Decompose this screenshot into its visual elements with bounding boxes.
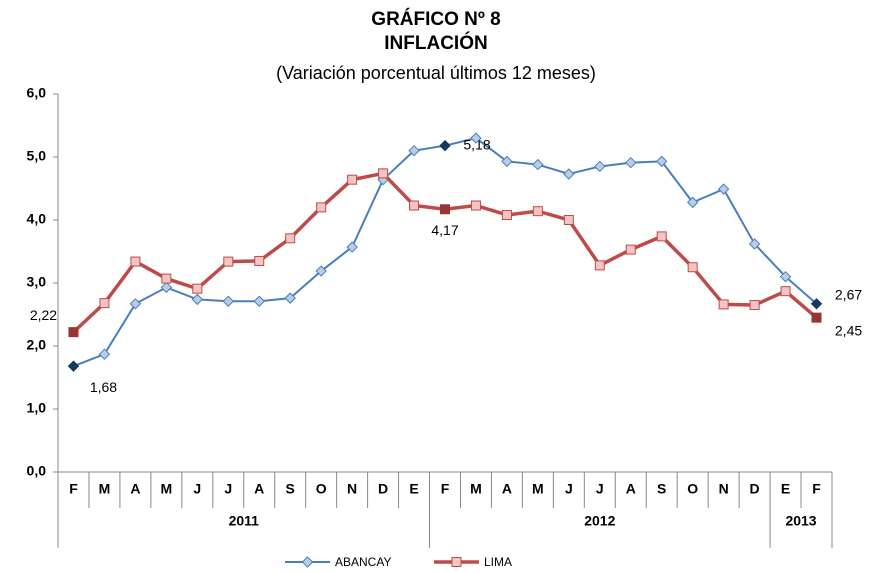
data-point xyxy=(439,139,451,152)
data-point xyxy=(687,262,698,273)
data-point xyxy=(625,244,636,255)
data-point xyxy=(501,155,513,168)
x-tick-label: F xyxy=(441,481,450,497)
data-label: 1,68 xyxy=(90,379,117,395)
x-tick-label: M xyxy=(99,481,111,497)
data-point xyxy=(409,200,420,211)
data-point xyxy=(161,273,172,284)
x-tick-label: E xyxy=(781,481,790,497)
x-tick-label: J xyxy=(565,481,573,497)
y-tick-label: 6,0 xyxy=(27,85,47,101)
x-tick-label: F xyxy=(812,481,821,497)
x-tick-label: D xyxy=(750,481,760,497)
data-point xyxy=(779,270,792,283)
y-tick-label: 3,0 xyxy=(27,274,47,290)
x-tick-label: A xyxy=(502,481,512,497)
data-point xyxy=(686,196,699,209)
x-tick-label: M xyxy=(161,481,173,497)
x-tick-label: A xyxy=(130,481,140,497)
legend-marker xyxy=(451,557,462,567)
legend-label: LIMA xyxy=(484,555,512,569)
data-point xyxy=(780,286,791,297)
data-point xyxy=(316,202,327,213)
data-point xyxy=(594,260,605,271)
data-point xyxy=(408,144,420,157)
data-label: 4,17 xyxy=(431,222,458,238)
data-point xyxy=(347,174,358,185)
data-point xyxy=(594,160,606,173)
data-point xyxy=(129,298,142,310)
group-label: 2011 xyxy=(229,513,260,529)
data-point xyxy=(811,312,822,323)
data-label: 2,67 xyxy=(835,286,862,302)
data-point xyxy=(67,360,80,372)
y-tick-label: 2,0 xyxy=(27,337,47,353)
data-point xyxy=(68,327,79,338)
x-tick-label: D xyxy=(378,481,388,497)
x-tick-label: A xyxy=(254,481,264,497)
data-point xyxy=(749,300,760,311)
x-tick-label: M xyxy=(470,481,482,497)
chart-title: INFLACIÓN xyxy=(384,32,487,54)
data-point xyxy=(378,168,389,179)
x-tick-label: S xyxy=(286,481,295,497)
x-tick-label: J xyxy=(224,481,232,497)
data-point xyxy=(563,215,574,225)
data-point xyxy=(284,292,296,304)
legend-marker xyxy=(301,556,314,568)
x-tick-label: F xyxy=(69,481,78,497)
legend-label: ABANCAY xyxy=(335,555,391,569)
x-tick-label: J xyxy=(596,481,604,497)
data-label: 2,22 xyxy=(30,307,57,323)
x-tick-label: J xyxy=(193,481,201,497)
data-point xyxy=(470,200,481,211)
data-point xyxy=(748,238,761,250)
data-point xyxy=(254,255,265,266)
data-label: 2,45 xyxy=(835,322,862,338)
data-label: 5,18 xyxy=(463,136,490,152)
data-point xyxy=(191,293,204,306)
y-tick-label: 4,0 xyxy=(27,211,47,227)
x-tick-label: O xyxy=(316,481,327,497)
data-point xyxy=(470,132,482,144)
series-line xyxy=(73,137,818,368)
data-point xyxy=(810,298,823,310)
y-tick-label: 1,0 xyxy=(27,400,47,416)
data-point xyxy=(99,298,110,309)
data-point xyxy=(285,233,296,244)
data-point xyxy=(130,256,141,267)
data-point xyxy=(315,265,327,277)
data-point xyxy=(656,155,668,168)
data-point xyxy=(501,209,512,220)
data-point xyxy=(717,183,730,195)
chart-subtitle: (Variación porcentual últimos 12 meses) xyxy=(276,63,596,83)
data-point xyxy=(532,158,544,171)
x-tick-label: N xyxy=(719,481,729,497)
data-point xyxy=(222,295,234,307)
x-tick-label: E xyxy=(409,481,418,497)
group-label: 2013 xyxy=(785,513,816,529)
data-point xyxy=(656,231,667,242)
x-tick-label: N xyxy=(347,481,357,497)
y-tick-label: 5,0 xyxy=(27,148,47,164)
x-tick-label: O xyxy=(687,481,698,497)
data-point xyxy=(192,283,203,294)
chart-title: GRÁFICO Nº 8 xyxy=(371,8,500,30)
data-point xyxy=(223,256,234,267)
data-point xyxy=(160,281,173,294)
data-point xyxy=(625,156,637,169)
data-point xyxy=(346,241,358,253)
data-point xyxy=(440,204,450,215)
data-point xyxy=(563,168,575,180)
data-point xyxy=(718,299,729,310)
data-point xyxy=(532,206,543,217)
data-point xyxy=(253,295,265,307)
x-tick-label: A xyxy=(626,481,636,497)
x-tick-label: M xyxy=(532,481,544,497)
group-label: 2012 xyxy=(584,513,615,529)
data-point xyxy=(98,348,111,360)
x-tick-label: S xyxy=(657,481,666,497)
y-tick-label: 0,0 xyxy=(27,463,47,479)
